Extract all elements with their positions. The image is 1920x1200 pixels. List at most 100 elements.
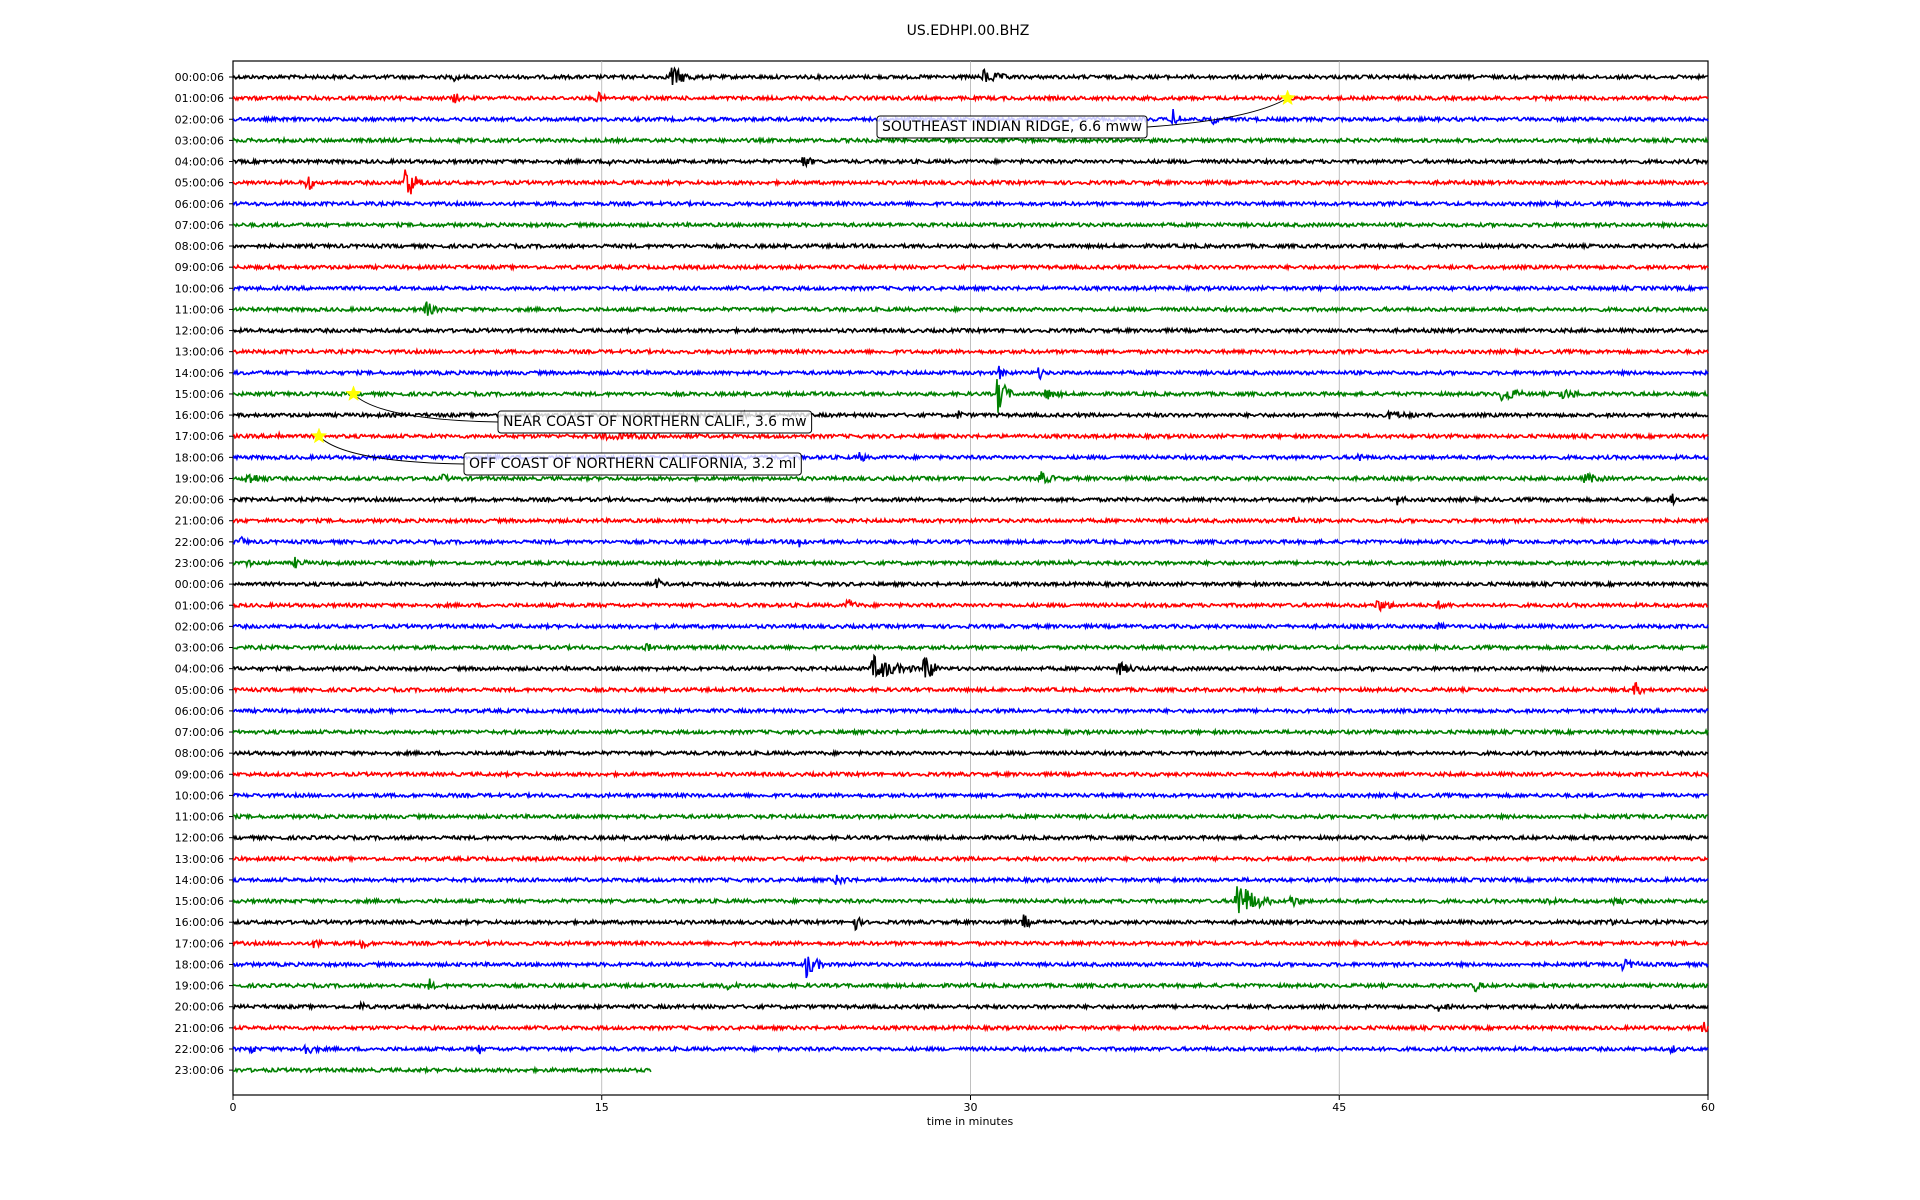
trace-row-37 bbox=[232, 854, 1709, 864]
event-annotation: OFF COAST OF NORTHERN CALIFORNIA, 3.2 ml bbox=[310, 427, 802, 476]
trace-row-11 bbox=[232, 301, 1709, 316]
trace-row-27 bbox=[232, 642, 1709, 653]
seismic-traces bbox=[232, 66, 1709, 1075]
y-tick-label: 15:00:06 bbox=[175, 388, 224, 401]
trace-row-34 bbox=[232, 790, 1709, 801]
trace-row-41 bbox=[232, 938, 1709, 950]
trace-row-8 bbox=[232, 241, 1709, 251]
event-connector bbox=[353, 393, 499, 423]
event-label-box bbox=[463, 452, 802, 476]
y-tick-label: 22:00:06 bbox=[175, 536, 224, 549]
trace-row-17 bbox=[232, 430, 1709, 442]
y-tick-label: 17:00:06 bbox=[175, 430, 224, 443]
trace-row-24 bbox=[232, 577, 1709, 589]
trace-row-9 bbox=[232, 262, 1709, 272]
event-label: SOUTHEAST INDIAN RIDGE, 6.6 mww bbox=[882, 119, 1142, 135]
trace-row-32 bbox=[232, 748, 1709, 758]
trace-row-39 bbox=[232, 886, 1709, 914]
y-tick-label: 07:00:06 bbox=[175, 726, 224, 739]
x-tick-label: 60 bbox=[1701, 1101, 1715, 1114]
x-tick-label: 45 bbox=[1332, 1101, 1346, 1114]
event-annotation: SOUTHEAST INDIAN RIDGE, 6.6 mww bbox=[876, 89, 1296, 139]
trace-row-16 bbox=[232, 409, 1709, 425]
trace-row-38 bbox=[232, 874, 1709, 886]
y-tick-label: 18:00:06 bbox=[175, 958, 224, 971]
event-label: OFF COAST OF NORTHERN CALIFORNIA, 3.2 ml bbox=[469, 456, 796, 472]
event-label: NEAR COAST OF NORTHERN CALIF., 3.6 mw bbox=[503, 414, 807, 430]
x-tick-label: 30 bbox=[964, 1101, 978, 1114]
chart-title: US.EDHPI.00.BHZ bbox=[907, 23, 1030, 39]
y-tick-label: 18:00:06 bbox=[175, 451, 224, 464]
event-annotations: SOUTHEAST INDIAN RIDGE, 6.6 mww NEAR COAS… bbox=[310, 89, 1296, 476]
trace-row-20 bbox=[232, 493, 1709, 507]
trace-row-31 bbox=[232, 727, 1709, 737]
y-tick-label: 00:00:06 bbox=[175, 578, 224, 591]
trace-row-46 bbox=[232, 1043, 1709, 1056]
y-tick-label: 06:00:06 bbox=[175, 705, 224, 718]
event-connector bbox=[318, 435, 465, 465]
y-tick-label: 15:00:06 bbox=[175, 895, 224, 908]
trace-row-47 bbox=[232, 1065, 652, 1075]
y-tick-label: 14:00:06 bbox=[175, 874, 224, 887]
y-tick-label: 04:00:06 bbox=[175, 663, 224, 676]
y-tick-label: 01:00:06 bbox=[175, 92, 224, 105]
trace-row-0 bbox=[232, 66, 1709, 85]
y-tick-label: 13:00:06 bbox=[175, 853, 224, 866]
y-tick-label: 03:00:06 bbox=[175, 642, 224, 655]
trace-row-45 bbox=[232, 1021, 1709, 1033]
y-tick-label: 20:00:06 bbox=[175, 1001, 224, 1014]
y-tick-label: 21:00:06 bbox=[175, 515, 224, 528]
y-tick-labels: 00:00:06 01:00:06 02:00:06 03:00:06 04:00:06… bbox=[175, 71, 233, 1077]
y-tick-label: 04:00:06 bbox=[175, 156, 224, 169]
trace-row-29 bbox=[232, 681, 1709, 696]
y-tick-label: 21:00:06 bbox=[175, 1022, 224, 1035]
trace-row-3 bbox=[232, 135, 1709, 146]
y-tick-label: 00:00:06 bbox=[175, 71, 224, 84]
y-tick-label: 09:00:06 bbox=[175, 261, 224, 274]
x-axis-label: time in minutes bbox=[927, 1115, 1014, 1128]
y-tick-label: 06:00:06 bbox=[175, 198, 224, 211]
y-tick-label: 19:00:06 bbox=[175, 980, 224, 993]
trace-row-40 bbox=[232, 914, 1708, 932]
event-label-box bbox=[497, 410, 813, 434]
y-tick-label: 11:00:06 bbox=[175, 303, 224, 316]
trace-row-12 bbox=[232, 325, 1709, 336]
y-tick-label: 16:00:06 bbox=[175, 409, 224, 422]
y-tick-label: 02:00:06 bbox=[175, 113, 224, 126]
y-tick-label: 01:00:06 bbox=[175, 599, 224, 612]
event-connector bbox=[1147, 97, 1288, 128]
trace-row-14 bbox=[232, 365, 1709, 381]
trace-row-6 bbox=[232, 199, 1709, 209]
trace-row-43 bbox=[232, 978, 1709, 993]
trace-row-42 bbox=[232, 956, 1709, 979]
y-tick-label: 14:00:06 bbox=[175, 367, 224, 380]
trace-row-21 bbox=[232, 515, 1709, 526]
trace-row-35 bbox=[232, 811, 1709, 822]
trace-row-5 bbox=[232, 169, 1709, 195]
x-tick-label: 0 bbox=[230, 1101, 237, 1114]
trace-row-7 bbox=[232, 220, 1709, 230]
y-tick-label: 12:00:06 bbox=[175, 325, 224, 338]
trace-row-19 bbox=[232, 471, 1709, 485]
event-star-marker bbox=[345, 385, 362, 401]
event-star-marker bbox=[1279, 89, 1296, 106]
trace-row-4 bbox=[232, 156, 1709, 169]
event-annotation: NEAR COAST OF NORTHERN CALIF., 3.6 mw bbox=[345, 385, 813, 434]
y-tick-label: 13:00:06 bbox=[175, 346, 224, 359]
y-tick-label: 09:00:06 bbox=[175, 768, 224, 781]
trace-row-25 bbox=[232, 598, 1709, 613]
y-tick-label: 07:00:06 bbox=[175, 219, 224, 232]
y-tick-label: 19:00:06 bbox=[175, 472, 224, 485]
trace-row-10 bbox=[232, 283, 1709, 293]
trace-row-23 bbox=[232, 556, 1709, 569]
trace-row-26 bbox=[232, 621, 1709, 631]
trace-row-22 bbox=[232, 535, 1709, 548]
y-tick-label: 10:00:06 bbox=[175, 282, 224, 295]
trace-row-13 bbox=[232, 347, 1709, 357]
x-tick-label: 15 bbox=[595, 1101, 609, 1114]
event-label-box bbox=[876, 115, 1148, 139]
trace-row-15 bbox=[232, 379, 1709, 413]
y-tick-label: 16:00:06 bbox=[175, 916, 224, 929]
y-tick-label: 10:00:06 bbox=[175, 789, 224, 802]
